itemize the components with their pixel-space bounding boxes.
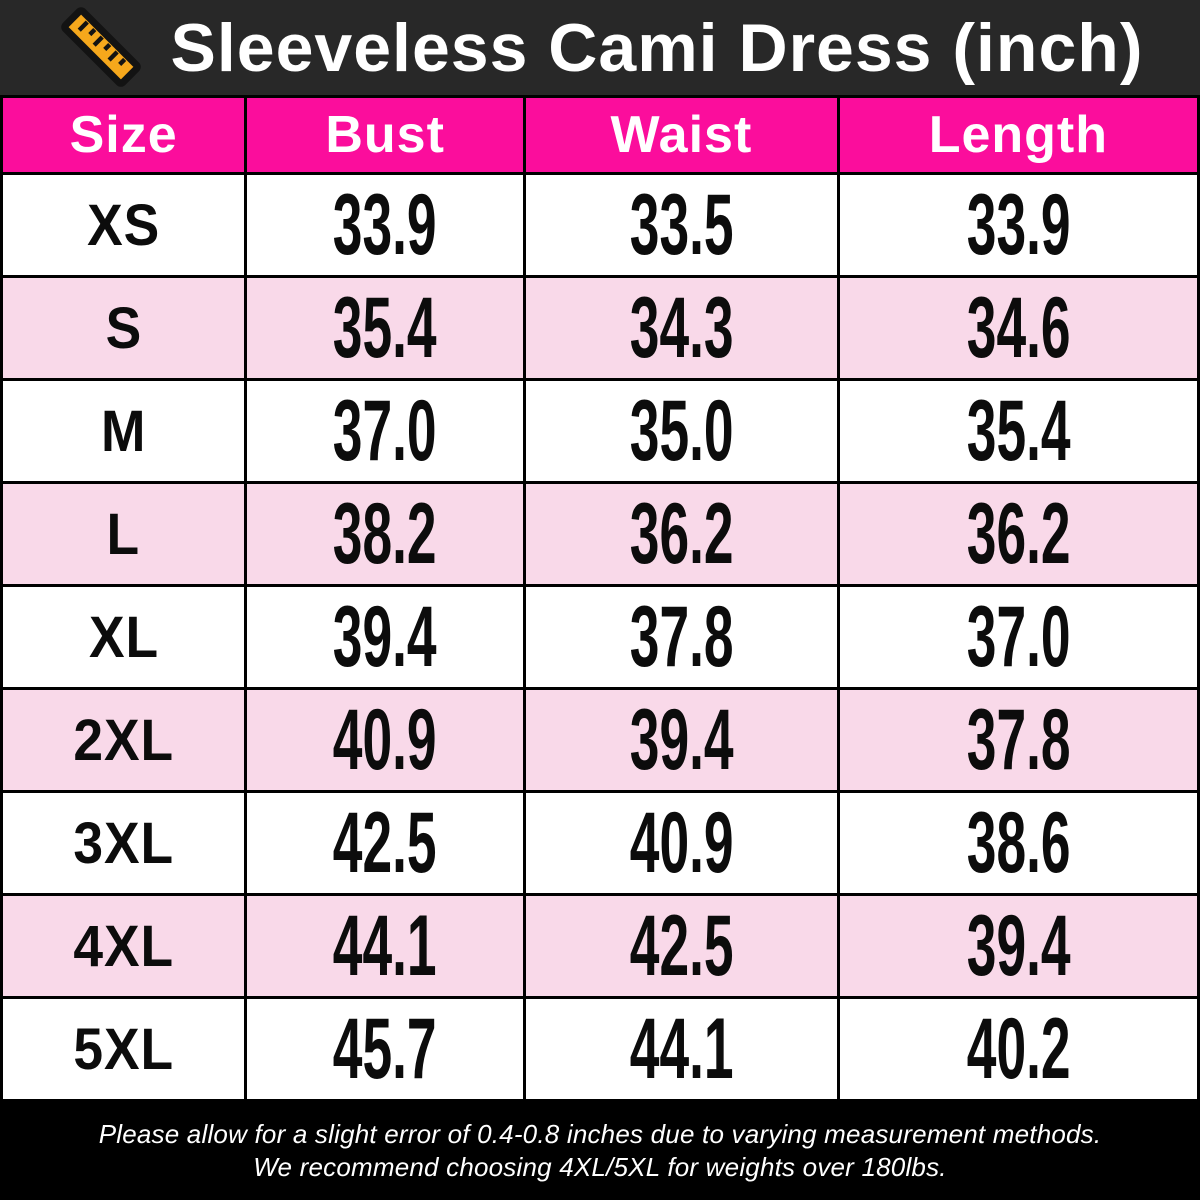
size-cell: M <box>100 398 147 464</box>
waist-cell: 44.1 <box>629 1001 734 1097</box>
page-title: Sleeveless Cami Dress (inch) <box>170 9 1144 86</box>
waist-cell: 37.8 <box>629 589 734 685</box>
size-cell: 2XL <box>73 707 174 773</box>
length-cell: 33.9 <box>966 177 1071 273</box>
column-header-waist: Waist <box>523 95 840 175</box>
table-row-4xl: 4XL 44.1 42.5 39.4 <box>0 893 1200 999</box>
table-row-m: M 37.0 35.0 35.4 <box>0 378 1200 484</box>
length-cell: 38.6 <box>966 795 1071 891</box>
column-header-length: Length <box>836 95 1200 175</box>
waist-cell: 33.5 <box>629 177 734 273</box>
bust-cell: 38.2 <box>333 486 438 582</box>
column-header-size: Size <box>0 95 248 175</box>
waist-cell: 39.4 <box>629 692 734 788</box>
table-row-3xl: 3XL 42.5 40.9 38.6 <box>0 790 1200 896</box>
footer-note-line2: We recommend choosing 4XL/5XL for weight… <box>253 1152 947 1182</box>
size-cell: L <box>106 501 141 567</box>
length-cell: 37.0 <box>966 589 1071 685</box>
footer-note-bar: Please allow for a slight error of 0.4-0… <box>0 1102 1200 1200</box>
size-cell: 4XL <box>73 913 174 979</box>
bust-cell: 40.9 <box>333 692 438 788</box>
size-cell: 3XL <box>73 810 174 876</box>
table-row-xs: XS 33.9 33.5 33.9 <box>0 172 1200 278</box>
size-cell: XS <box>87 192 161 258</box>
bust-cell: 39.4 <box>333 589 438 685</box>
waist-cell: 42.5 <box>629 898 734 994</box>
size-chart-table: Size Bust Waist Length XS 33.9 33.5 33.9… <box>0 95 1200 1102</box>
waist-cell: 40.9 <box>629 795 734 891</box>
waist-cell: 34.3 <box>629 280 734 376</box>
table-header: Size Bust Waist Length <box>0 95 1200 175</box>
table-row-5xl: 5XL 45.7 44.1 40.2 <box>0 996 1200 1102</box>
size-cell: XL <box>88 604 159 670</box>
bust-cell: 42.5 <box>333 795 438 891</box>
bust-cell: 45.7 <box>333 1001 438 1097</box>
bust-cell: 35.4 <box>333 280 438 376</box>
length-cell: 37.8 <box>966 692 1071 788</box>
size-cell: 5XL <box>73 1016 174 1082</box>
title-bar: Sleeveless Cami Dress (inch) <box>0 0 1200 95</box>
length-cell: 40.2 <box>966 1001 1071 1097</box>
waist-cell: 36.2 <box>629 486 734 582</box>
table-row-l: L 38.2 36.2 36.2 <box>0 481 1200 587</box>
bust-cell: 44.1 <box>333 898 438 994</box>
length-cell: 35.4 <box>966 383 1071 479</box>
bust-cell: 33.9 <box>333 177 438 273</box>
bust-cell: 37.0 <box>333 383 438 479</box>
length-cell: 34.6 <box>966 280 1071 376</box>
footer-note-line1: Please allow for a slight error of 0.4-0… <box>98 1119 1102 1149</box>
length-cell: 39.4 <box>966 898 1071 994</box>
size-cell: S <box>105 295 142 361</box>
ruler-icon <box>60 6 141 87</box>
table-row-2xl: 2XL 40.9 39.4 37.8 <box>0 687 1200 793</box>
header-row: Size Bust Waist Length <box>0 95 1200 175</box>
waist-cell: 35.0 <box>629 383 734 479</box>
table-row-xl: XL 39.4 37.8 37.0 <box>0 584 1200 690</box>
column-header-bust: Bust <box>244 95 527 175</box>
table-row-s: S 35.4 34.3 34.6 <box>0 275 1200 381</box>
length-cell: 36.2 <box>966 486 1071 582</box>
